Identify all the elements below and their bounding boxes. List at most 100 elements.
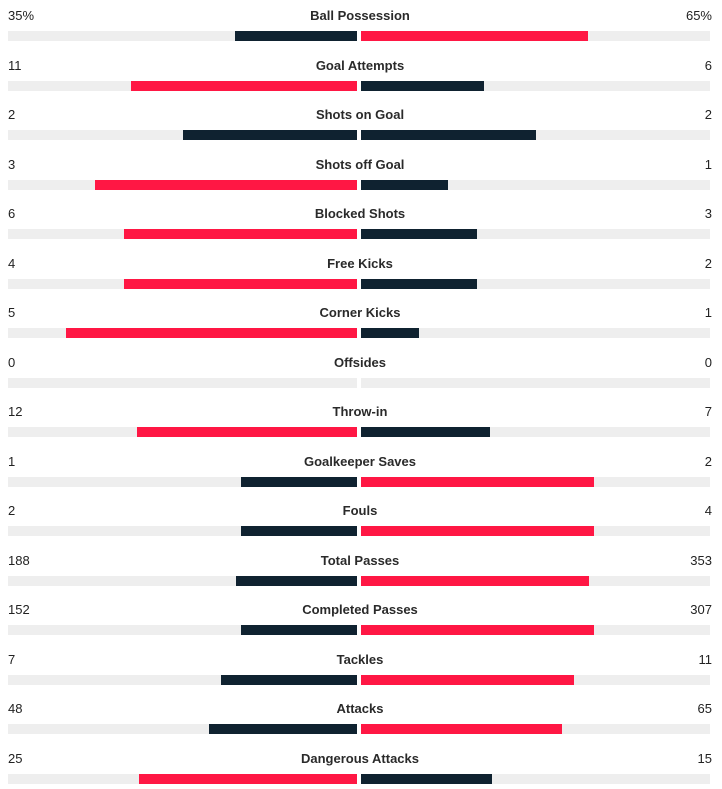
stat-label: Goalkeeper Saves [303,454,417,469]
away-bar-track [361,427,710,437]
home-bar-track [8,279,357,289]
home-value: 2 [8,107,16,122]
home-bar-track [8,576,357,586]
home-value: 7 [8,652,16,667]
home-bar [182,130,357,140]
home-bar-track [8,180,357,190]
home-bar-track [8,675,357,685]
away-bar [361,526,594,536]
stat-row: 25 Dangerous Attacks 15 [0,751,722,785]
away-value: 1 [704,157,712,172]
stat-label: Free Kicks [327,256,393,271]
away-bar-track [361,328,710,338]
stat-row: 152 Completed Passes 307 [0,602,722,636]
stat-label: Blocked Shots [314,206,406,221]
stat-row: 5 Corner Kicks 1 [0,305,722,339]
away-bar [361,279,478,289]
away-bar-track [361,279,710,289]
home-bar [131,81,357,91]
home-bar-track [8,130,357,140]
stat-row: 48 Attacks 65 [0,701,722,735]
away-bar [361,576,589,586]
away-value: 2 [704,454,712,469]
away-bar [361,675,575,685]
away-value: 307 [690,602,712,617]
stat-row: 7 Tackles 11 [0,652,722,686]
home-value: 11 [8,58,22,73]
stat-row: 1 Goalkeeper Saves 2 [0,454,722,488]
away-bar-track [361,477,710,487]
home-bar-track [8,724,357,734]
away-value: 3 [704,206,712,221]
away-value: 2 [704,256,712,271]
away-bar-track [361,526,710,536]
home-value: 12 [8,404,23,419]
stat-row: 2 Fouls 4 [0,503,722,537]
home-value: 3 [8,157,16,172]
away-bar [361,625,595,635]
away-bar [361,774,492,784]
home-bar [221,675,357,685]
home-bar-track [8,378,357,388]
home-value: 1 [8,454,16,469]
stat-label: Attacks [336,701,384,716]
away-bar-track [361,81,710,91]
away-bar [361,724,562,734]
away-bar-track [361,724,710,734]
away-value: 6 [704,58,712,73]
stat-row: 0 Offsides 0 [0,355,722,389]
stat-row: 11 Goal Attempts 6 [0,58,722,92]
away-value: 11 [698,652,713,667]
home-value: 5 [8,305,16,320]
home-value: 25 [8,751,23,766]
home-bar-track [8,526,357,536]
away-bar [361,130,536,140]
stat-row: 3 Shots off Goal 1 [0,157,722,191]
away-value: 2 [704,107,712,122]
home-bar-track [8,625,357,635]
home-value: 35% [8,8,35,23]
stat-row: 2 Shots on Goal 2 [0,107,722,141]
stat-row: 12 Throw-in 7 [0,404,722,438]
home-value: 48 [8,701,23,716]
home-bar [66,328,357,338]
home-bar [234,31,357,41]
home-value: 152 [8,602,30,617]
away-bar [361,31,588,41]
stat-label: Fouls [342,503,378,518]
away-bar-track [361,130,710,140]
stat-label: Dangerous Attacks [301,751,419,766]
home-bar [124,279,357,289]
stat-label: Ball Possession [310,8,410,23]
away-bar [361,81,485,91]
home-bar-track [8,81,357,91]
away-bar [361,180,449,190]
away-bar-track [361,180,710,190]
home-bar-track [8,774,357,784]
stat-label: Corner Kicks [319,305,401,320]
home-bar [138,774,357,784]
home-bar-track [8,229,357,239]
home-bar-track [8,328,357,338]
away-bar-track [361,625,710,635]
home-value: 2 [8,503,16,518]
stat-row: 188 Total Passes 353 [0,553,722,587]
away-bar-track [361,675,710,685]
home-bar-track [8,427,357,437]
home-bar [124,229,357,239]
away-bar [361,328,420,338]
home-bar [95,180,357,190]
home-bar-track [8,31,357,41]
away-value: 65 [697,701,712,716]
stat-label: Shots on Goal [315,107,405,122]
stat-label: Completed Passes [302,602,418,617]
away-value: 0 [704,355,712,370]
away-bar [361,229,478,239]
home-bar [208,724,357,734]
stat-label: Tackles [336,652,384,667]
away-bar-track [361,378,710,388]
home-bar [241,625,357,635]
away-bar-track [361,31,710,41]
stat-label: Offsides [333,355,386,370]
home-value: 188 [8,553,30,568]
